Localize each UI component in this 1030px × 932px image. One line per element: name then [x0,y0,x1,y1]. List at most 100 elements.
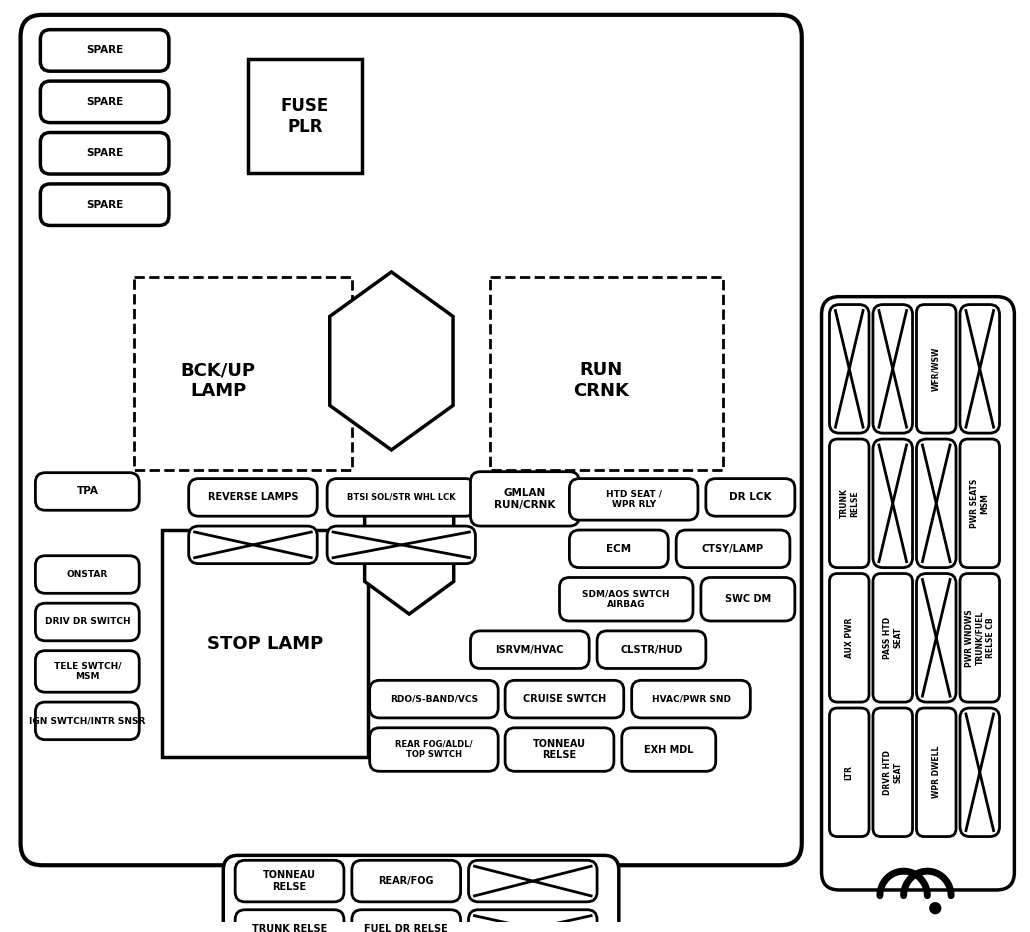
Text: RUN
CRNK: RUN CRNK [573,362,629,400]
FancyBboxPatch shape [370,680,499,718]
FancyBboxPatch shape [960,439,999,568]
FancyBboxPatch shape [235,860,344,902]
FancyBboxPatch shape [505,728,614,772]
FancyBboxPatch shape [370,728,499,772]
Text: ONSTAR: ONSTAR [67,570,108,579]
FancyBboxPatch shape [829,708,869,837]
Text: TPA: TPA [76,487,98,497]
FancyBboxPatch shape [35,473,139,510]
Text: STOP LAMP: STOP LAMP [207,635,323,652]
Text: HVAC/PWR SND: HVAC/PWR SND [652,694,730,704]
Text: DRVR HTD
SEAT: DRVR HTD SEAT [883,750,902,795]
FancyBboxPatch shape [829,439,869,568]
Text: FUEL DR RELSE: FUEL DR RELSE [365,924,448,932]
Text: REAR/FOG: REAR/FOG [378,876,434,886]
Polygon shape [365,484,454,614]
Text: PASS HTD
SEAT: PASS HTD SEAT [883,617,902,659]
FancyBboxPatch shape [829,305,869,433]
FancyBboxPatch shape [622,728,716,772]
Text: REVERSE LAMPS: REVERSE LAMPS [208,492,299,502]
Text: SWC DM: SWC DM [725,595,770,604]
FancyBboxPatch shape [631,680,750,718]
Text: REAR FOG/ALDL/
TOP SWTCH: REAR FOG/ALDL/ TOP SWTCH [396,740,473,760]
Text: TRUNK RELSE: TRUNK RELSE [252,924,328,932]
FancyBboxPatch shape [960,573,999,702]
FancyBboxPatch shape [328,526,476,564]
Text: PWR SEATS
MSM: PWR SEATS MSM [970,479,990,528]
Text: GMLAN
RUN/CRNK: GMLAN RUN/CRNK [494,488,555,510]
Bar [134,277,352,470]
Text: SPARE: SPARE [85,97,124,107]
FancyBboxPatch shape [188,526,317,564]
Text: TRUNK
RELSE: TRUNK RELSE [839,488,859,518]
FancyBboxPatch shape [873,305,913,433]
Text: LTR: LTR [845,765,854,780]
Text: ISRVM/HVAC: ISRVM/HVAC [495,645,564,654]
Text: AUX PWR: AUX PWR [845,618,854,658]
FancyBboxPatch shape [21,15,801,865]
FancyBboxPatch shape [40,81,169,123]
Text: BTSI SOL/STR WHL LCK: BTSI SOL/STR WHL LCK [347,493,455,502]
Text: SPARE: SPARE [85,199,124,210]
FancyBboxPatch shape [570,479,698,520]
FancyBboxPatch shape [597,631,706,668]
Text: TELE SWTCH/
MSM: TELE SWTCH/ MSM [54,662,122,681]
FancyBboxPatch shape [559,578,693,621]
FancyBboxPatch shape [700,578,795,621]
Text: ECM: ECM [607,543,631,554]
Bar [248,60,362,173]
FancyBboxPatch shape [469,910,597,932]
Text: DR LCK: DR LCK [729,492,771,502]
FancyBboxPatch shape [35,603,139,641]
Text: CTSY/LAMP: CTSY/LAMP [702,543,764,554]
FancyBboxPatch shape [188,479,317,516]
FancyBboxPatch shape [328,479,476,516]
FancyBboxPatch shape [822,296,1015,890]
FancyBboxPatch shape [706,479,795,516]
FancyBboxPatch shape [829,573,869,702]
FancyBboxPatch shape [40,184,169,226]
FancyBboxPatch shape [873,708,913,837]
Text: SPARE: SPARE [85,46,124,55]
Text: CRUISE SWTCH: CRUISE SWTCH [523,694,606,704]
FancyBboxPatch shape [917,439,956,568]
FancyBboxPatch shape [505,680,624,718]
Text: WFR/WSW: WFR/WSW [932,347,940,391]
Text: HTD SEAT /
WPR RLY: HTD SEAT / WPR RLY [606,489,661,509]
Text: FUSE
PLR: FUSE PLR [281,97,329,135]
FancyBboxPatch shape [471,472,579,526]
Text: IGN SWTCH/INTR SNSR: IGN SWTCH/INTR SNSR [29,717,145,725]
FancyBboxPatch shape [224,856,619,932]
FancyBboxPatch shape [960,708,999,837]
FancyBboxPatch shape [570,530,668,568]
Text: TONNEAU
RELSE: TONNEAU RELSE [263,870,316,892]
Bar [490,277,723,470]
FancyBboxPatch shape [235,910,344,932]
FancyBboxPatch shape [352,860,460,902]
Polygon shape [330,272,453,450]
Text: PWR WNDWS
TRUNK/FUEL
RELSE CB: PWR WNDWS TRUNK/FUEL RELSE CB [965,609,995,666]
Text: BCK/UP
LAMP: BCK/UP LAMP [181,362,255,400]
FancyBboxPatch shape [40,30,169,71]
FancyBboxPatch shape [352,910,460,932]
Bar [162,530,368,758]
FancyBboxPatch shape [873,439,913,568]
FancyBboxPatch shape [960,305,999,433]
FancyBboxPatch shape [40,132,169,174]
FancyBboxPatch shape [35,555,139,594]
Text: SDM/AOS SWTCH
AIRBAG: SDM/AOS SWTCH AIRBAG [583,590,670,609]
FancyBboxPatch shape [471,631,589,668]
FancyBboxPatch shape [917,305,956,433]
FancyBboxPatch shape [873,573,913,702]
FancyBboxPatch shape [917,708,956,837]
Text: RDO/S-BAND/VCS: RDO/S-BAND/VCS [389,694,478,704]
FancyBboxPatch shape [676,530,790,568]
Circle shape [930,903,940,913]
FancyBboxPatch shape [35,702,139,740]
Text: EXH MDL: EXH MDL [644,745,693,755]
Text: DRIV DR SWITCH: DRIV DR SWITCH [44,618,130,626]
FancyBboxPatch shape [469,860,597,902]
Text: WPR DWELL: WPR DWELL [932,747,940,799]
FancyBboxPatch shape [35,651,139,692]
Text: SPARE: SPARE [85,148,124,158]
